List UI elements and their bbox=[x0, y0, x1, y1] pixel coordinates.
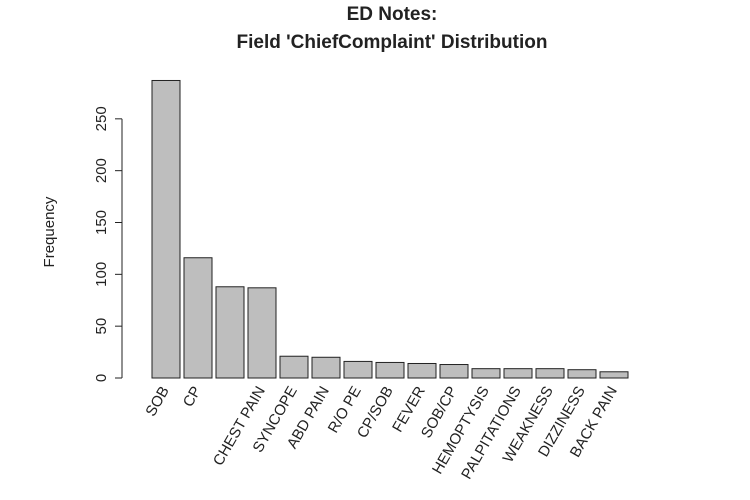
x-tick-label: CP bbox=[180, 383, 205, 410]
bar bbox=[535, 368, 565, 379]
bar bbox=[439, 364, 469, 379]
y-tick-label: 150 bbox=[93, 210, 110, 235]
bar bbox=[503, 368, 533, 379]
bar bbox=[599, 371, 629, 379]
bar bbox=[343, 360, 373, 379]
bar bbox=[279, 355, 309, 379]
bar bbox=[471, 368, 501, 379]
y-tick-label: 250 bbox=[93, 106, 110, 131]
y-axis-label: Frequency bbox=[41, 196, 58, 267]
bar bbox=[151, 79, 181, 379]
y-tick-label: 0 bbox=[93, 374, 110, 382]
y-tick-label: 200 bbox=[93, 158, 110, 183]
bar bbox=[247, 287, 277, 379]
y-tick-label: 50 bbox=[93, 318, 110, 335]
chart-title: Field 'ChiefComplaint' Distribution bbox=[237, 32, 548, 53]
bar bbox=[183, 257, 213, 379]
bar bbox=[407, 362, 437, 379]
x-tick-label: CHEST PAIN bbox=[210, 383, 269, 468]
y-tick-label: 100 bbox=[93, 262, 110, 287]
bar bbox=[311, 356, 341, 379]
bar bbox=[567, 369, 597, 379]
bar bbox=[215, 286, 245, 379]
x-tick-label: SOB bbox=[142, 383, 173, 419]
bar bbox=[375, 361, 405, 379]
chart-title: ED Notes: bbox=[347, 4, 438, 25]
